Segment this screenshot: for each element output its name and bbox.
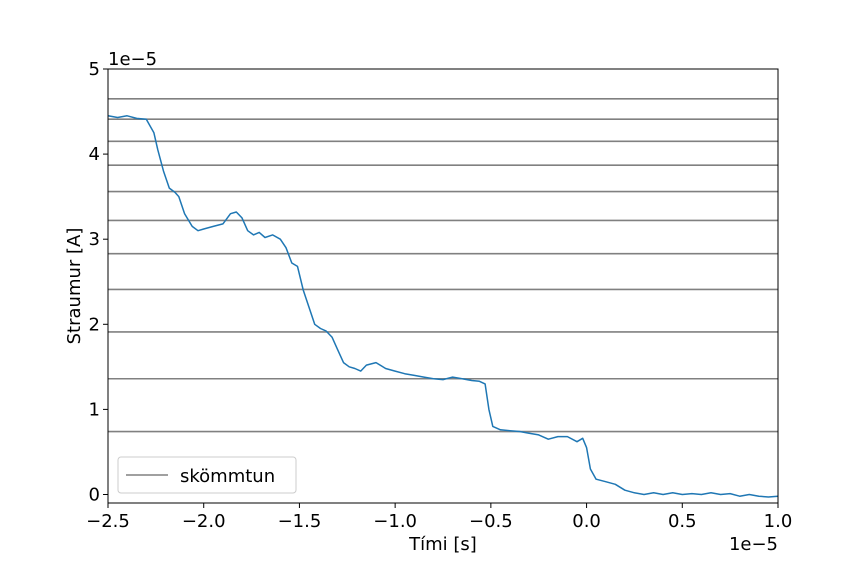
x-tick-label: 0.5 <box>668 511 697 532</box>
y-axis-multiplier: 1e−5 <box>108 49 157 70</box>
quantization-lines <box>108 97 778 433</box>
series-line <box>107 115 779 498</box>
legend-label: skömmtun <box>180 466 275 487</box>
x-tick-label: 1.0 <box>764 511 793 532</box>
x-tick-label: −1.0 <box>373 511 417 532</box>
x-tick-label: −0.5 <box>469 511 513 532</box>
legend-box <box>117 456 297 494</box>
y-tick-label: 5 <box>89 59 100 80</box>
y-tick-label: 0 <box>89 484 100 505</box>
x-axis-multiplier: 1e−5 <box>729 534 778 555</box>
signal-line <box>107 115 779 498</box>
x-tick-label: −2.0 <box>182 511 226 532</box>
legend: skömmtun <box>117 456 297 494</box>
y-tick-label: 3 <box>89 229 100 250</box>
y-axis-ticks: 0 1 2 3 4 5 <box>89 59 108 505</box>
y-axis-label: Straumur [A] <box>64 228 85 345</box>
y-tick-label: 2 <box>89 314 100 335</box>
plot-area <box>108 69 778 503</box>
x-axis-label: Tími [s] <box>408 534 477 555</box>
y-tick-label: 1 <box>89 399 100 420</box>
x-tick-label: −1.5 <box>278 511 322 532</box>
x-tick-label: 0.0 <box>572 511 601 532</box>
x-tick-label: −2.5 <box>86 511 130 532</box>
plot-frame <box>107 68 779 504</box>
x-axis-ticks: −2.5 −2.0 −1.5 −1.0 −0.5 0.0 0.5 1.0 <box>86 503 792 532</box>
y-tick-label: 4 <box>89 144 100 165</box>
